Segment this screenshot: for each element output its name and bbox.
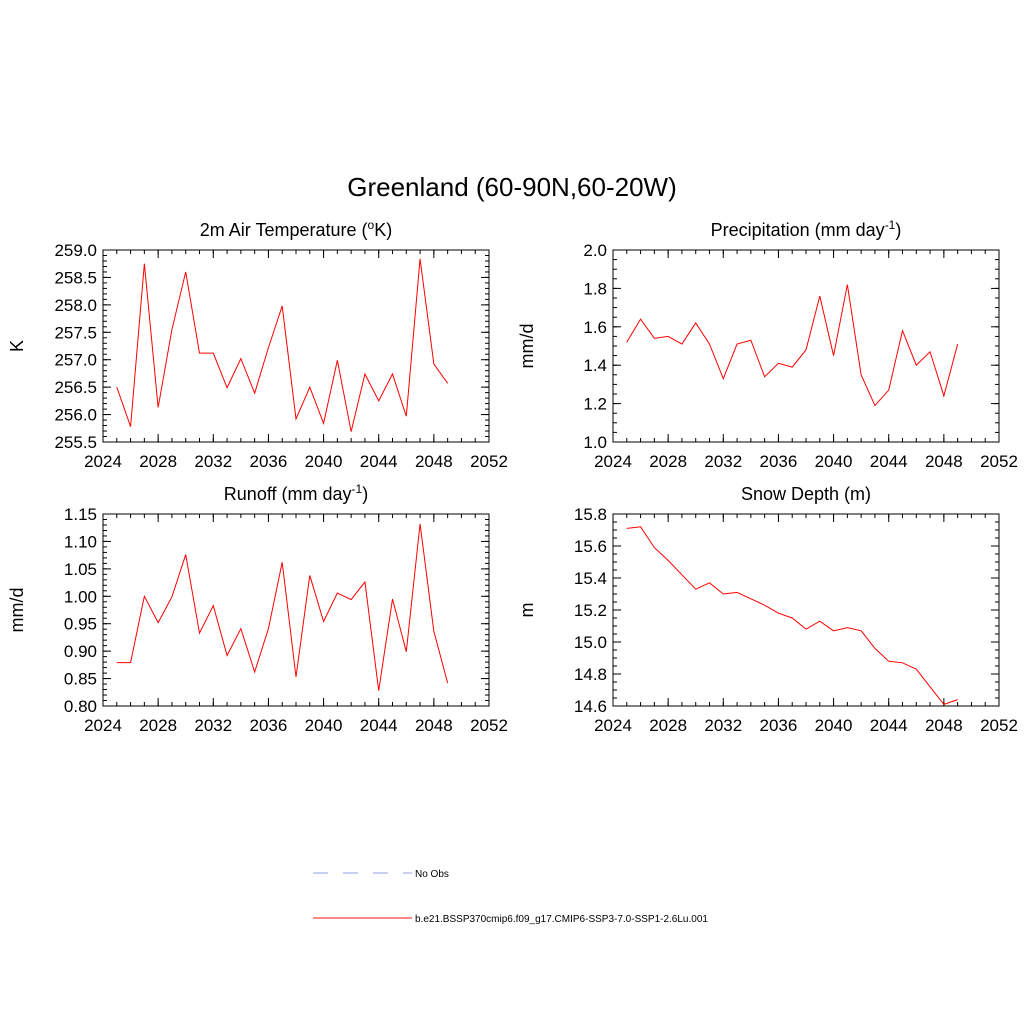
legend-model-label: b.e21.BSSP370cmip6.f09_g17.CMIP6-SSP3-7.… <box>415 914 708 925</box>
y-tick-label: 257.0 <box>54 351 97 370</box>
y-tick-label: 15.6 <box>574 537 607 556</box>
y-tick-label: 255.5 <box>54 433 97 452</box>
y-axis-label: mm/d <box>517 324 537 369</box>
panel-title: 2m Air Temperature (oK) <box>200 218 392 240</box>
x-tick-label: 2028 <box>649 716 687 735</box>
x-tick-label: 2048 <box>415 716 453 735</box>
y-tick-label: 1.8 <box>583 279 607 298</box>
y-tick-label: 1.05 <box>64 560 97 579</box>
y-tick-label: 257.5 <box>54 323 97 342</box>
plot-frame <box>612 249 1000 443</box>
x-tick-label: 2040 <box>305 716 343 735</box>
y-tick-label: 258.0 <box>54 296 97 315</box>
panel-2: 2024 2028 2032 2036 2040 2044 2048 2052 1.0 1.2 1.… <box>517 218 1018 471</box>
y-axis-label: mm/d <box>7 588 27 633</box>
series-line <box>116 523 449 691</box>
panel-3: 2024 2028 2032 2036 2040 2044 2048 2052 0.80 0.85… <box>7 482 508 735</box>
x-tick-label: 2036 <box>250 716 288 735</box>
x-tick-label: 2044 <box>870 452 908 471</box>
panels-group: 2024 2028 2032 2036 2040 2044 2048 2052 255.5 256… <box>7 218 1018 735</box>
series-line <box>626 284 959 407</box>
x-tick-label: 2024 <box>84 716 122 735</box>
legend-no-obs-label: No Obs <box>415 869 449 880</box>
y-tick-label: 15.0 <box>574 633 607 652</box>
x-tick-label: 2028 <box>139 452 177 471</box>
x-tick-label: 2028 <box>139 716 177 735</box>
x-tick-label: 2036 <box>760 716 798 735</box>
x-tick-label: 2024 <box>594 452 632 471</box>
x-tick-label: 2052 <box>980 452 1018 471</box>
figure-title: Greenland (60-90N,60-20W) <box>347 172 677 202</box>
x-tick-label: 2040 <box>815 452 853 471</box>
legend: No Obs b.e21.BSSP370cmip6.f09_g17.CMIP6-… <box>313 869 708 925</box>
y-tick-label: 1.00 <box>64 587 97 606</box>
x-tick-label: 2040 <box>305 452 343 471</box>
x-tick-label: 2032 <box>194 452 232 471</box>
panel-title: Precipitation (mm day-1) <box>711 218 902 240</box>
y-tick-label: 15.8 <box>574 505 607 524</box>
y-tick-label: 1.10 <box>64 532 97 551</box>
x-tick-label: 2032 <box>704 716 742 735</box>
y-tick-label: 0.90 <box>64 642 97 661</box>
x-tick-label: 2024 <box>84 452 122 471</box>
y-tick-label: 1.15 <box>64 505 97 524</box>
y-axis-label: K <box>7 340 27 352</box>
x-tick-label: 2032 <box>194 716 232 735</box>
y-tick-label: 15.2 <box>574 601 607 620</box>
series-line <box>626 526 958 705</box>
y-tick-label: 1.6 <box>583 318 607 337</box>
x-tick-label: 2052 <box>980 716 1018 735</box>
x-tick-label: 2052 <box>470 452 508 471</box>
y-tick-label: 1.0 <box>583 433 607 452</box>
x-tick-label: 2028 <box>649 452 687 471</box>
y-tick-label: 0.95 <box>64 615 97 634</box>
x-tick-label: 2048 <box>925 716 963 735</box>
y-tick-label: 15.4 <box>574 569 607 588</box>
x-tick-label: 2048 <box>415 452 453 471</box>
y-tick-label: 14.8 <box>574 665 607 684</box>
y-tick-label: 259.0 <box>54 241 97 260</box>
panel-title: Runoff (mm day-1) <box>224 482 368 504</box>
x-tick-label: 2032 <box>704 452 742 471</box>
x-tick-label: 2044 <box>360 716 398 735</box>
x-tick-label: 2040 <box>815 716 853 735</box>
panel-title: Snow Depth (m) <box>741 484 871 504</box>
x-tick-label: 2052 <box>470 716 508 735</box>
plot-frame <box>612 513 1000 707</box>
x-tick-label: 2048 <box>925 452 963 471</box>
y-axis-label: m <box>517 603 537 618</box>
panel-4: 2024 2028 2032 2036 2040 2044 2048 2052 14.6 14.8… <box>517 484 1018 735</box>
y-tick-label: 258.5 <box>54 268 97 287</box>
x-tick-label: 2044 <box>360 452 398 471</box>
x-tick-label: 2036 <box>250 452 288 471</box>
x-tick-label: 2036 <box>760 452 798 471</box>
y-tick-label: 256.0 <box>54 406 97 425</box>
x-tick-label: 2044 <box>870 716 908 735</box>
y-tick-label: 0.85 <box>64 670 97 689</box>
y-tick-label: 1.2 <box>583 395 607 414</box>
y-tick-label: 2.0 <box>583 241 607 260</box>
y-tick-label: 256.5 <box>54 378 97 397</box>
y-tick-label: 0.80 <box>64 697 97 716</box>
series-line <box>116 258 449 432</box>
x-tick-label: 2024 <box>594 716 632 735</box>
y-tick-label: 14.6 <box>574 697 607 716</box>
panel-1: 2024 2028 2032 2036 2040 2044 2048 2052 255.5 256… <box>7 218 508 471</box>
y-tick-label: 1.4 <box>583 356 607 375</box>
